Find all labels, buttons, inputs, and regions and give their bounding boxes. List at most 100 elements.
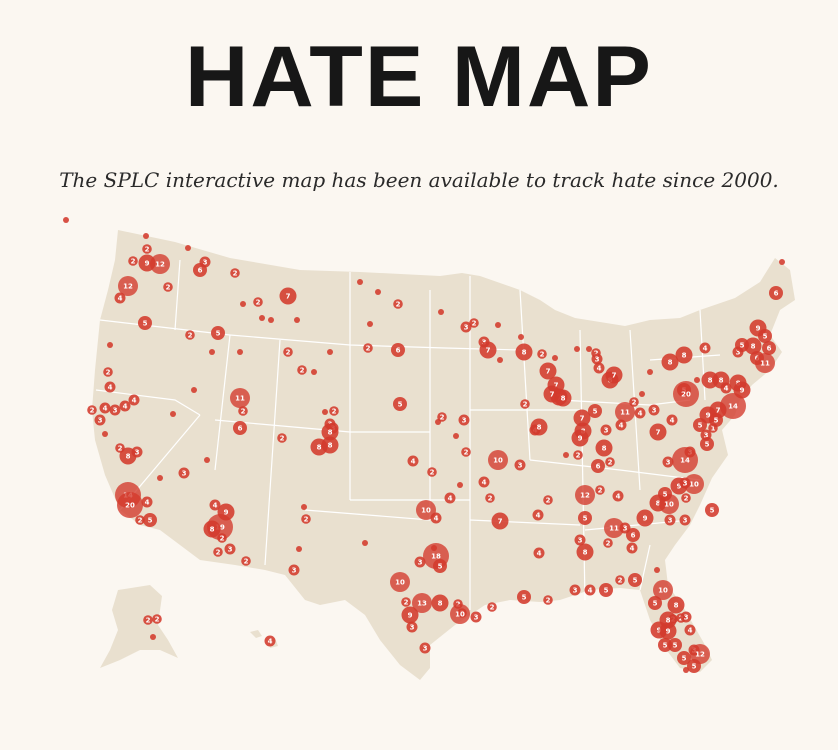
map-marker[interactable]: 9 — [636, 509, 654, 527]
map-marker-dot[interactable] — [211, 326, 225, 340]
map-marker[interactable]: 4 — [720, 382, 732, 394]
map-marker[interactable]: 3 — [470, 611, 482, 623]
map-marker[interactable]: 2 — [185, 330, 195, 340]
map-marker-dot[interactable] — [143, 615, 153, 625]
map-marker[interactable]: 4 — [104, 381, 116, 393]
map-marker-dot[interactable] — [224, 543, 236, 555]
map-marker[interactable] — [268, 317, 274, 323]
map-marker-dot[interactable] — [367, 321, 373, 327]
map-marker-dot[interactable] — [681, 493, 691, 503]
map-marker-dot[interactable] — [131, 446, 143, 458]
map-marker-dot[interactable] — [412, 593, 432, 613]
map-marker[interactable] — [453, 433, 459, 439]
map-marker-dot[interactable] — [595, 485, 605, 495]
map-marker-dot[interactable] — [191, 387, 197, 393]
map-marker-dot[interactable] — [694, 377, 700, 383]
map-marker-dot[interactable] — [605, 457, 615, 467]
map-marker[interactable]: 2 — [217, 533, 227, 543]
map-marker-dot[interactable] — [683, 667, 689, 673]
map-marker-dot[interactable] — [563, 452, 569, 458]
map-marker-dot[interactable] — [233, 421, 247, 435]
map-marker-dot[interactable] — [604, 518, 624, 538]
map-marker-dot[interactable] — [485, 493, 495, 503]
map-marker[interactable]: 4 — [209, 499, 221, 511]
map-marker[interactable]: 8 — [744, 337, 762, 355]
map-marker[interactable]: 6 — [193, 263, 207, 277]
map-marker[interactable]: 7 — [279, 287, 297, 305]
map-marker[interactable]: 20 — [117, 492, 143, 518]
map-marker[interactable]: 10 — [488, 450, 508, 470]
map-marker[interactable]: 3 — [414, 556, 426, 568]
map-marker-dot[interactable] — [762, 341, 776, 355]
map-marker[interactable]: 6 — [591, 459, 605, 473]
map-marker-dot[interactable] — [675, 346, 693, 364]
map-marker[interactable] — [294, 317, 300, 323]
map-marker[interactable]: 5 — [599, 583, 613, 597]
map-marker-dot[interactable] — [639, 391, 645, 397]
map-marker[interactable]: 4 — [532, 509, 544, 521]
map-marker[interactable]: 3 — [679, 477, 691, 489]
map-marker[interactable]: 2 — [487, 602, 497, 612]
map-marker[interactable]: 6 — [391, 343, 405, 357]
map-marker-dot[interactable] — [605, 366, 623, 384]
map-marker[interactable]: 3 — [131, 446, 143, 458]
map-marker[interactable]: 7 — [491, 512, 509, 530]
map-marker[interactable]: 2 — [437, 412, 447, 422]
map-marker[interactable]: 8 — [530, 418, 548, 436]
map-marker-dot[interactable] — [488, 450, 508, 470]
map-marker[interactable] — [209, 349, 215, 355]
map-marker[interactable]: 11 — [604, 518, 624, 538]
map-marker-dot[interactable] — [515, 343, 533, 361]
map-marker[interactable]: 10 — [653, 580, 673, 600]
map-marker-dot[interactable] — [591, 353, 603, 365]
map-marker-dot[interactable] — [150, 254, 170, 274]
map-marker-dot[interactable] — [758, 329, 772, 343]
map-marker[interactable]: 3 — [600, 424, 612, 436]
map-marker[interactable]: 3 — [514, 459, 526, 471]
map-marker-dot[interactable] — [230, 268, 240, 278]
map-marker-dot[interactable] — [107, 342, 113, 348]
map-marker-dot[interactable] — [668, 638, 682, 652]
map-marker-dot[interactable] — [240, 301, 246, 307]
map-marker[interactable]: 2 — [297, 365, 307, 375]
map-marker-dot[interactable] — [296, 546, 302, 552]
map-marker-dot[interactable] — [117, 492, 143, 518]
map-marker[interactable]: 4 — [478, 476, 490, 488]
map-marker-dot[interactable] — [163, 282, 173, 292]
map-marker-dot[interactable] — [779, 259, 785, 265]
map-marker[interactable]: 5 — [433, 559, 447, 573]
map-marker-dot[interactable] — [574, 534, 586, 546]
map-marker[interactable] — [497, 357, 503, 363]
map-marker-dot[interactable] — [684, 624, 696, 636]
map-marker[interactable]: 3 — [94, 414, 106, 426]
map-marker[interactable]: 3 — [662, 456, 674, 468]
map-marker[interactable]: 2 — [485, 493, 495, 503]
map-marker[interactable]: 4 — [141, 496, 153, 508]
map-marker[interactable]: 4 — [444, 492, 456, 504]
map-marker-dot[interactable] — [470, 611, 482, 623]
map-marker-dot[interactable] — [416, 500, 436, 520]
map-marker[interactable]: 2 — [520, 399, 530, 409]
map-marker[interactable]: 2 — [393, 299, 403, 309]
map-marker-dot[interactable] — [458, 414, 470, 426]
map-marker[interactable]: 20 — [673, 381, 699, 407]
map-marker-dot[interactable] — [327, 349, 333, 355]
map-marker[interactable]: 5 — [578, 511, 592, 525]
map-marker-dot[interactable] — [204, 457, 210, 463]
map-marker[interactable]: 4 — [612, 490, 624, 502]
map-marker[interactable] — [435, 419, 441, 425]
map-marker-dot[interactable] — [658, 487, 672, 501]
map-marker-dot[interactable] — [575, 485, 595, 505]
map-marker[interactable] — [654, 567, 660, 573]
map-marker-dot[interactable] — [87, 405, 97, 415]
map-marker-dot[interactable] — [700, 437, 714, 451]
map-marker[interactable] — [357, 279, 363, 285]
map-marker-dot[interactable] — [662, 456, 674, 468]
map-marker-dot[interactable] — [185, 330, 195, 340]
map-marker-dot[interactable] — [437, 412, 447, 422]
map-marker[interactable]: 2 — [363, 343, 373, 353]
map-marker-dot[interactable] — [406, 621, 418, 633]
map-marker[interactable]: 2 — [152, 614, 162, 624]
map-marker-dot[interactable] — [658, 638, 672, 652]
map-marker[interactable]: 2 — [103, 367, 113, 377]
